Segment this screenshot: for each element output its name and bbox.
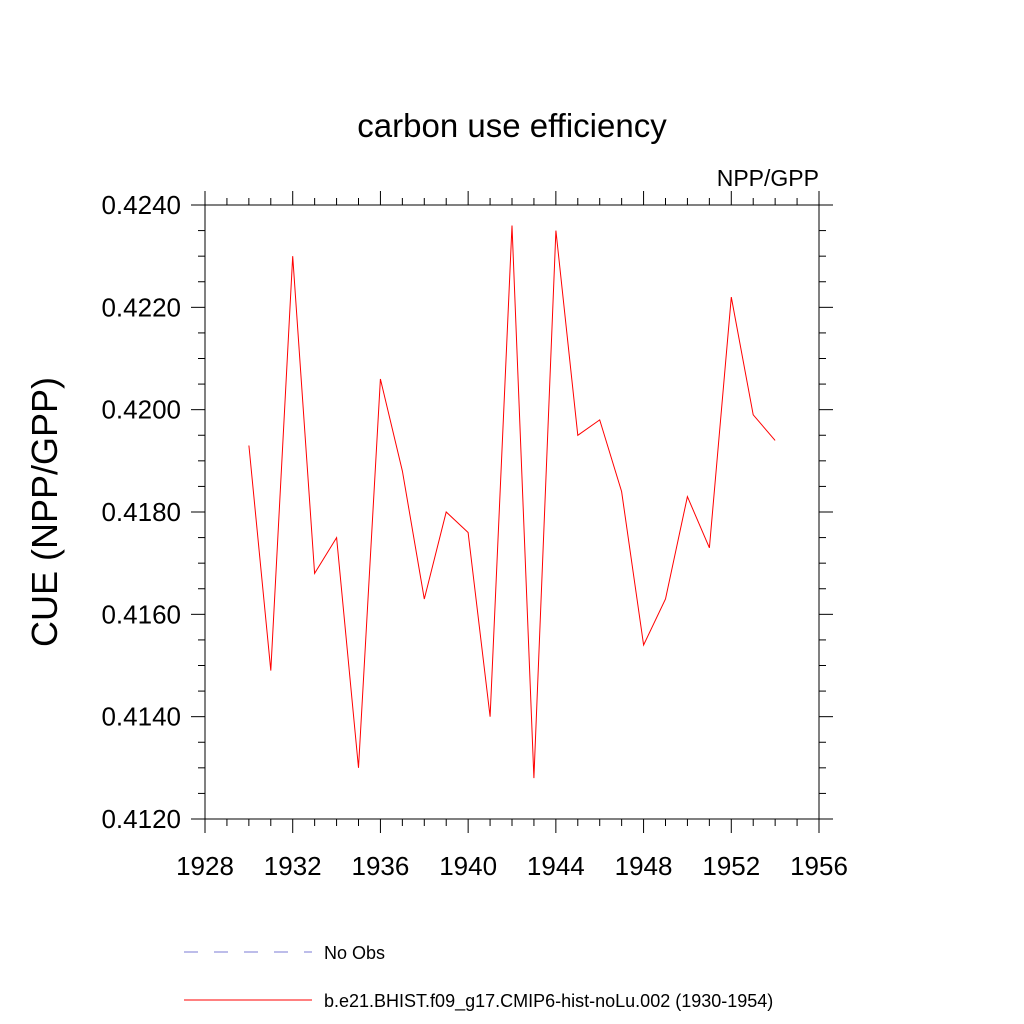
data-point <box>775 440 776 441</box>
y-tick-label: 0.4220 <box>101 292 181 322</box>
data-point <box>533 777 534 778</box>
data-point <box>380 378 381 379</box>
x-tick-label: 1936 <box>352 851 410 881</box>
y-axis-label: CUE (NPP/GPP) <box>24 377 65 647</box>
data-point <box>336 537 337 538</box>
series-line-0 <box>248 225 776 779</box>
y-tick-label: 0.4200 <box>101 395 181 425</box>
x-tick-label: 1948 <box>615 851 673 881</box>
data-point <box>489 716 490 717</box>
data-point <box>555 230 556 231</box>
x-tick-label: 1944 <box>527 851 585 881</box>
plot-area: 1928 1932 1936 1940 1944 1948 1952 1956 0.4120 0.… <box>101 190 847 881</box>
legend: No Obs b.e21.BHIST.f09_g17.CMIP6-hist-no… <box>184 943 773 1012</box>
x-tick-label: 1940 <box>439 851 497 881</box>
legend-label-no-obs: No Obs <box>324 943 385 963</box>
x-tick-label: 1932 <box>264 851 322 881</box>
x-tick-label: 1952 <box>702 851 760 881</box>
data-point <box>468 532 469 533</box>
data-point <box>577 435 578 436</box>
y-tick-label: 0.4180 <box>101 497 181 527</box>
data-point <box>621 491 622 492</box>
y-tick-label: 0.4160 <box>101 599 181 629</box>
data-point <box>511 225 512 226</box>
data-point <box>424 598 425 599</box>
data-point <box>731 297 732 298</box>
x-tick-label: 1928 <box>176 851 234 881</box>
data-point <box>248 445 249 446</box>
legend-label-model: b.e21.BHIST.f09_g17.CMIP6-hist-noLu.002 … <box>324 991 773 1012</box>
chart-subtitle: NPP/GPP <box>717 165 819 191</box>
plot-frame <box>204 204 820 820</box>
data-point <box>753 414 754 415</box>
data-point <box>402 470 403 471</box>
data-point <box>643 644 644 645</box>
data-point <box>709 547 710 548</box>
data-point <box>665 598 666 599</box>
y-tick-label: 0.4240 <box>101 190 181 220</box>
chart-title: carbon use efficiency <box>357 107 667 144</box>
data-point <box>358 767 359 768</box>
data-point <box>314 573 315 574</box>
data-point <box>446 511 447 512</box>
data-point <box>270 670 271 671</box>
y-tick-label: 0.4140 <box>101 702 181 732</box>
y-tick-label: 0.4120 <box>101 804 181 834</box>
data-point <box>292 256 293 257</box>
data-point <box>599 419 600 420</box>
x-tick-label: 1956 <box>790 851 848 881</box>
data-point <box>687 496 688 497</box>
